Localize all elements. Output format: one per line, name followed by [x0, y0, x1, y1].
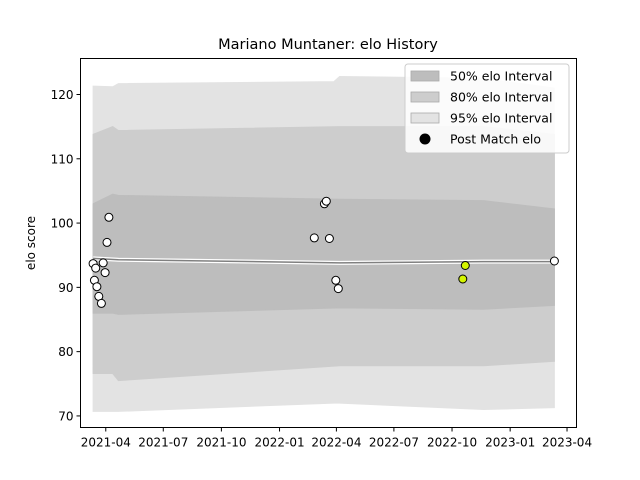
x-tick-label: 2022-01 — [254, 436, 304, 450]
post-match-points — [88, 196, 559, 308]
legend-label: Post Match elo — [450, 132, 541, 147]
legend-swatch — [410, 112, 440, 124]
x-tick-label: 2021-07 — [138, 436, 188, 450]
legend-box — [404, 63, 570, 154]
post-match-point — [549, 256, 559, 266]
band-50 — [92, 193, 555, 315]
x-tick-label: 2022-07 — [369, 436, 419, 450]
mean-elo-line-group — [92, 256, 555, 265]
legend-label: 95% elo Interval — [450, 111, 552, 126]
post-match-point — [331, 275, 341, 285]
y-tick-label: 80 — [58, 345, 73, 359]
y-tick-label: 120 — [51, 88, 74, 102]
legend-label: 50% elo Interval — [450, 69, 552, 84]
x-tick-label: 2021-10 — [196, 436, 246, 450]
y-tick-label: 100 — [51, 217, 74, 231]
legend: 50% elo Interval 80% elo Interval 95% elo … — [404, 63, 570, 154]
post-match-point-highlight — [458, 274, 468, 284]
legend-swatch — [410, 91, 440, 103]
post-match-point — [98, 258, 108, 268]
post-match-point — [104, 212, 114, 222]
chart-title: Mariano Muntaner: elo History — [218, 37, 438, 53]
post-match-point-highlight — [460, 261, 470, 270]
post-match-point — [100, 268, 110, 278]
y-axis: 70 80 90 100 110 120 — [51, 88, 81, 423]
y-tick-label: 110 — [51, 152, 74, 166]
post-match-point — [92, 282, 102, 292]
post-match-point — [91, 263, 101, 273]
post-match-point — [333, 284, 343, 294]
post-match-point — [309, 233, 319, 243]
post-match-point — [321, 196, 331, 206]
x-tick-label: 2023-01 — [485, 436, 535, 450]
x-axis: 2021-04 2021-07 2021-10 2022-01 2022-04 2022-… — [81, 427, 592, 450]
post-match-point — [324, 234, 334, 243]
y-tick-label: 70 — [58, 409, 73, 423]
post-match-point — [96, 298, 106, 308]
legend-swatch — [410, 70, 440, 82]
y-tick-label: 90 — [58, 281, 73, 295]
interval-bands — [92, 75, 555, 412]
x-tick-label: 2023-04 — [542, 436, 592, 450]
plot-frame — [80, 58, 577, 428]
x-tick-label: 2022-10 — [427, 436, 477, 450]
post-match-point — [102, 237, 112, 247]
legend-label: 80% elo Interval — [450, 90, 552, 105]
x-tick-label: 2022-04 — [311, 436, 361, 450]
x-tick-label: 2021-04 — [81, 436, 131, 450]
mean-elo-line — [93, 257, 555, 264]
legend-marker — [419, 133, 431, 145]
y-axis-label: elo score — [24, 216, 38, 270]
